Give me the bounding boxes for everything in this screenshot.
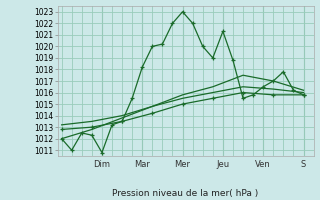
Text: S: S <box>301 160 306 169</box>
Text: Ven: Ven <box>255 160 271 169</box>
Text: Mer: Mer <box>175 160 191 169</box>
Text: Jeu: Jeu <box>216 160 229 169</box>
Text: Mar: Mar <box>134 160 150 169</box>
Text: Pression niveau de la mer( hPa ): Pression niveau de la mer( hPa ) <box>112 189 259 198</box>
Text: Dim: Dim <box>93 160 110 169</box>
